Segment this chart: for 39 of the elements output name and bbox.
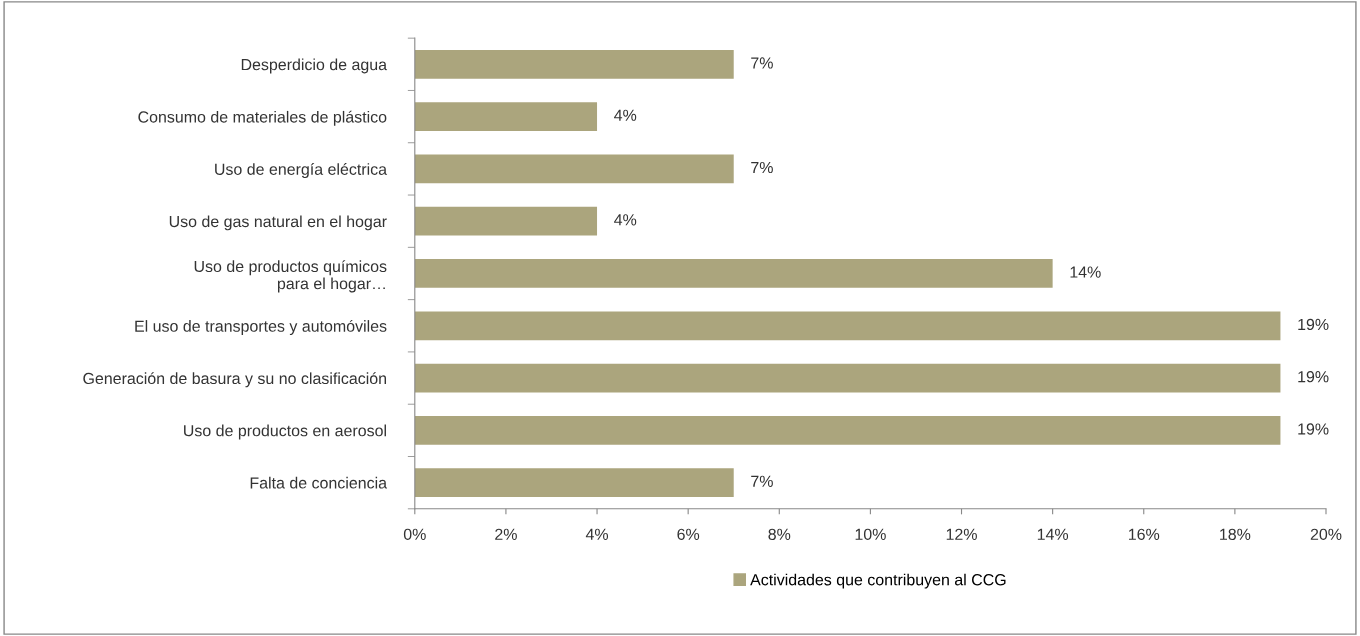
y-tick-label: Uso de productos químicos para el hogar… — [194, 260, 387, 293]
x-tick-label: 4% — [585, 528, 609, 540]
data-label: 7% — [751, 475, 773, 487]
y-tick-label: Consumo de materiales de plástico — [138, 110, 387, 126]
data-label: 7% — [751, 57, 773, 69]
data-label: 4% — [614, 109, 637, 121]
x-tick-label: 20% — [1310, 528, 1342, 540]
x-tick-label: 10% — [855, 528, 886, 540]
y-tick-label: Generación de basura y su no clasificación — [83, 372, 387, 388]
bar — [414, 154, 734, 184]
bar — [414, 102, 598, 131]
bar — [414, 259, 1053, 288]
y-tick-label: Uso de gas natural en el hogar — [169, 215, 387, 231]
data-label: 4% — [614, 214, 637, 226]
y-tick-label: Uso de energía eléctrica — [215, 163, 388, 179]
data-label: 19% — [1298, 423, 1329, 435]
y-tick-label: Desperdicio de agua — [241, 58, 388, 74]
bar — [414, 49, 734, 79]
y-tick-label: Falta de conciencia — [250, 476, 388, 489]
legend-label: Actividades que contribuyen al CCG — [750, 573, 1006, 589]
x-tick-label: 16% — [1128, 528, 1160, 540]
y-tick-label: Uso de productos en aerosol — [184, 424, 386, 440]
data-label: 7% — [751, 161, 773, 174]
data-label: 14% — [1070, 266, 1101, 278]
bar — [414, 468, 734, 498]
bar — [414, 415, 1281, 445]
x-tick-label: 8% — [768, 528, 791, 540]
x-tick-label: 2% — [495, 528, 517, 540]
x-tick-label: 18% — [1220, 528, 1251, 540]
bar — [414, 206, 598, 236]
x-tick-label: 6% — [677, 528, 700, 540]
x-tick-label: 12% — [946, 528, 977, 540]
x-tick-label: 14% — [1037, 528, 1069, 540]
x-tick-label: 0% — [403, 528, 426, 540]
data-label: 19% — [1298, 371, 1329, 383]
bar — [414, 363, 1281, 393]
bar — [414, 311, 1281, 341]
data-label: 19% — [1298, 318, 1329, 331]
y-tick-label: El uso de transportes y automóviles — [135, 319, 387, 335]
